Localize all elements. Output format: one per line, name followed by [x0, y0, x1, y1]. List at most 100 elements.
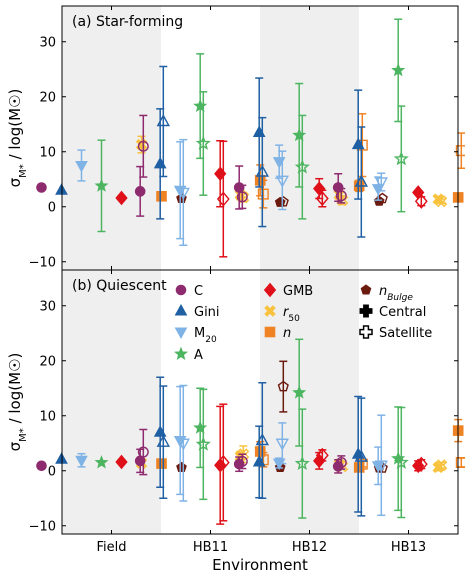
legend-marker: [359, 325, 373, 339]
marker: [115, 190, 128, 206]
point-r50-hb13-satellite: [435, 459, 448, 472]
marker: [292, 127, 307, 142]
marker: [374, 460, 388, 473]
point-a-field-central: [94, 139, 109, 233]
marker: [176, 187, 190, 200]
marker: [335, 457, 347, 469]
legend-item-satellite: Satellite: [359, 325, 432, 341]
y-tick-label: 10: [39, 145, 56, 160]
point-a-hb13-satellite: [393, 105, 409, 213]
marker: [137, 140, 149, 152]
x-tick-label-field: Field: [96, 540, 126, 555]
legend-marker: [174, 327, 188, 340]
marker: [156, 114, 170, 127]
marker: [75, 161, 88, 173]
point-a-hb11-central: [193, 53, 208, 160]
legend-label: nBulge: [379, 284, 413, 303]
x-tick-label-hb13: HB13: [391, 540, 426, 555]
x-tick-label-hb11: HB11: [193, 540, 228, 555]
marker: [156, 434, 170, 447]
point-c-field-central: [36, 460, 47, 472]
marker: [176, 461, 187, 472]
marker: [193, 420, 208, 434]
y-tick-label: 10: [39, 409, 56, 424]
legend-label: Satellite: [379, 326, 432, 341]
point-a-hb11-satellite: [195, 91, 211, 196]
y-tick-label: 20: [39, 354, 56, 369]
point-gmb-hb13-satellite: [414, 193, 428, 209]
point-c-hb11-satellite: [137, 114, 149, 178]
legend-item-central: Central: [359, 304, 426, 320]
point-a-field-central: [94, 455, 109, 469]
marker: [257, 188, 269, 200]
point-c-hb13-satellite: [335, 187, 347, 204]
point-gini-hb13-satellite: [354, 126, 368, 238]
legend-marker: [263, 282, 277, 298]
panel-label: (a) Star-forming: [72, 14, 183, 30]
marker: [94, 178, 109, 192]
marker: [393, 150, 409, 166]
legend-marker: [174, 303, 188, 316]
panel-b: −10 0 10 20 30 (b) Quiescent σM* / log(M☉): [6, 269, 465, 535]
marker: [176, 438, 190, 451]
point-gini-hb12-satellite: [255, 116, 269, 228]
point-m20-hb13-central: [371, 176, 385, 201]
marker: [277, 195, 289, 207]
y-tick-label: −10: [29, 519, 56, 534]
marker: [115, 454, 128, 470]
point-nbulge-field-central: [176, 461, 187, 472]
point-gmb-field-central: [115, 190, 128, 206]
marker: [335, 190, 347, 202]
y-tick-label: 30: [39, 299, 56, 314]
marker: [275, 175, 289, 188]
point-n-hb13-satellite: [455, 132, 465, 169]
point-a-hb11-satellite: [195, 388, 211, 501]
legend-label: Central: [379, 305, 426, 320]
marker: [391, 451, 406, 465]
point-gini-hb13-satellite: [354, 397, 368, 517]
point-gini-hb13-central: [351, 395, 365, 513]
legend-label: C: [194, 284, 203, 299]
point-gini-hb11-satellite: [156, 65, 170, 178]
point-c-field-central: [36, 182, 47, 193]
legend-marker: [360, 284, 372, 295]
point-n-hb13-satellite: [455, 457, 465, 469]
marker: [292, 385, 307, 399]
point-gmb-field-central: [115, 454, 128, 470]
point-a-hb12-central: [292, 338, 307, 447]
point-c-hb13-central: [332, 173, 344, 202]
marker: [435, 195, 448, 208]
marker: [455, 145, 465, 157]
legend-item-nbulge: nBulge: [360, 284, 413, 303]
legend-marker: [264, 305, 276, 317]
marker: [216, 454, 230, 471]
legend-item-gmb: GMB: [263, 282, 313, 299]
legend-label: n: [283, 326, 291, 341]
legend-label: A: [194, 348, 203, 363]
marker: [391, 62, 406, 77]
point-n-field-central: [156, 191, 167, 202]
marker: [455, 457, 465, 469]
marker: [315, 447, 329, 463]
point-gmb-hb12-satellite: [315, 447, 329, 463]
marker: [275, 438, 289, 451]
marker: [236, 455, 248, 467]
legend-label: Gini: [194, 305, 220, 320]
y-tick-label: 0: [48, 200, 56, 215]
y-axis-label: σM* / log(M☉): [6, 89, 29, 188]
y-tick-label: 30: [39, 35, 56, 50]
point-gmb-hb11-satellite: [216, 140, 230, 258]
point-m20-hb11-satellite: [176, 384, 190, 502]
legend-item-n: n: [264, 326, 291, 341]
y-tick-label: −10: [29, 255, 56, 270]
y-tick-label: 0: [48, 464, 56, 479]
point-m20-hb13-satellite: [374, 172, 388, 192]
marker: [277, 380, 289, 392]
point-gini-hb11-satellite: [156, 385, 170, 499]
marker: [134, 186, 146, 197]
point-c-hb13-satellite: [335, 455, 347, 470]
shaded-band-field: [62, 270, 161, 534]
point-n-hb11-satellite: [257, 179, 269, 209]
marker: [137, 446, 149, 458]
